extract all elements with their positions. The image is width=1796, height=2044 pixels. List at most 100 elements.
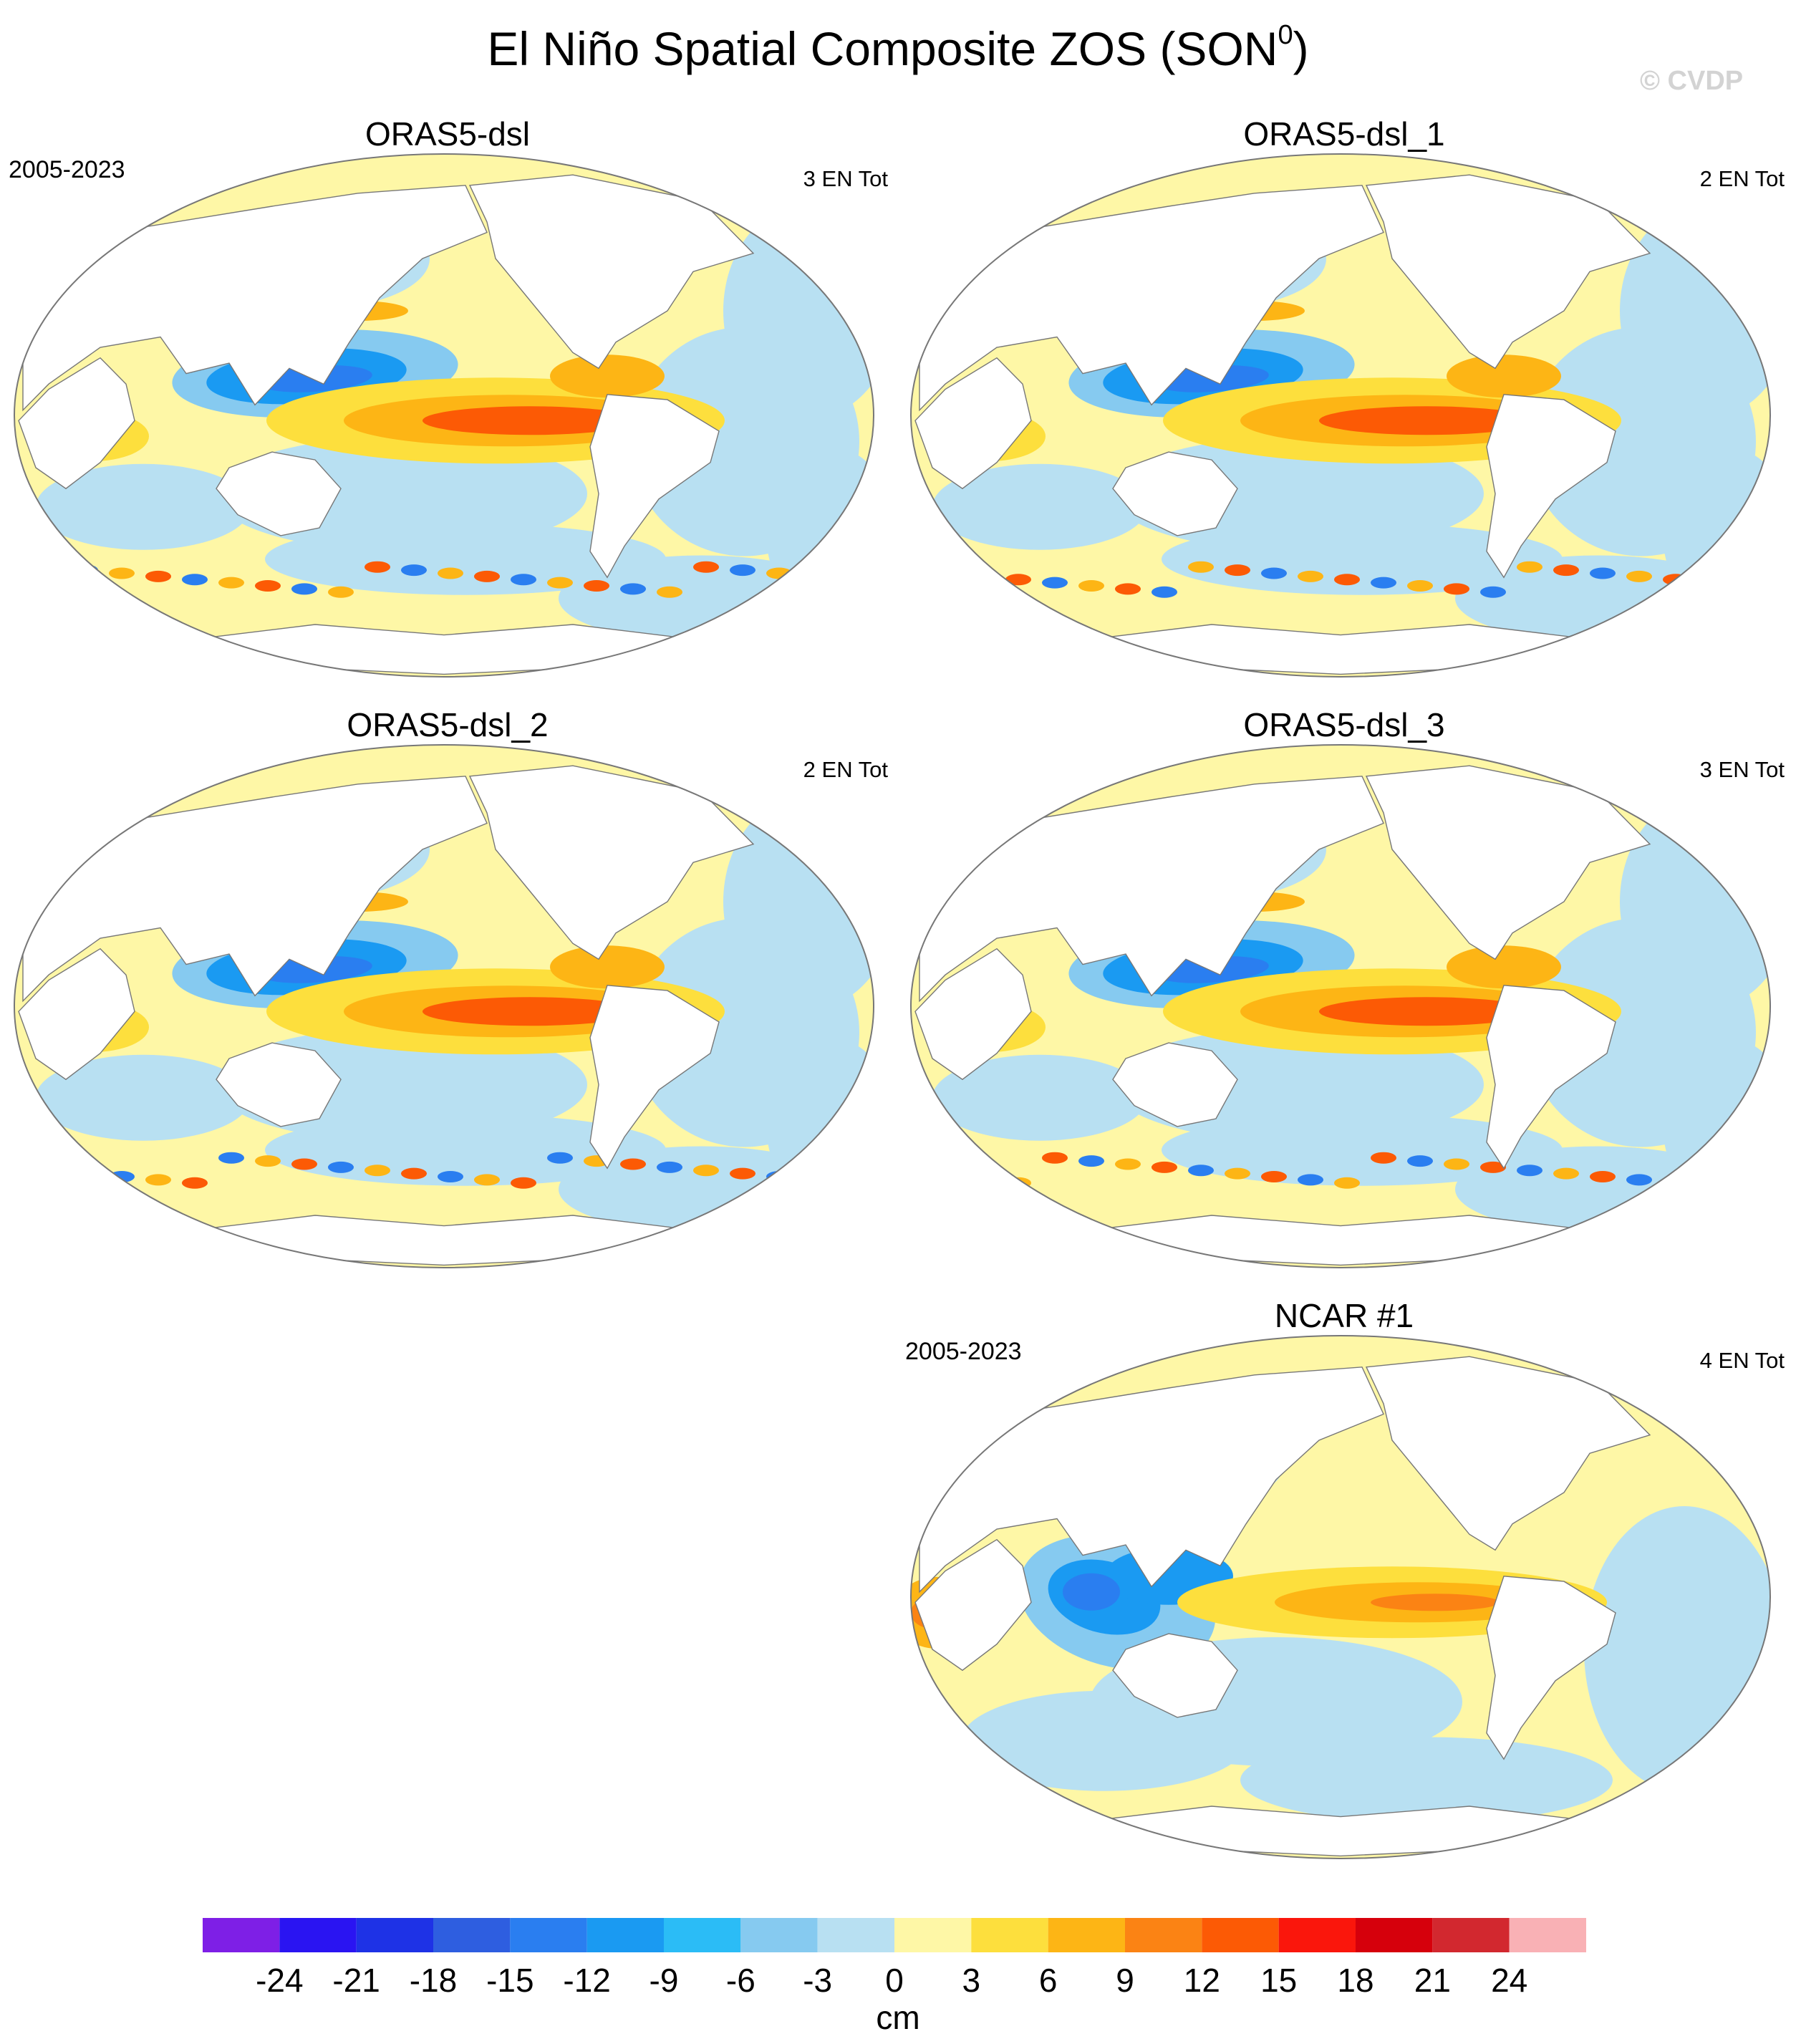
southern-ocean-eddy bbox=[328, 586, 354, 598]
colorbar-tick-label: -6 bbox=[725, 1962, 755, 1999]
southern-ocean-eddy bbox=[438, 567, 463, 579]
colorbar-swatch bbox=[1125, 1918, 1202, 1952]
southern-ocean-eddy bbox=[1152, 1161, 1177, 1173]
world-map bbox=[7, 741, 888, 1271]
negative-anomaly-area bbox=[36, 463, 251, 550]
south-america-landmass bbox=[589, 985, 720, 1170]
map-svg bbox=[14, 153, 874, 678]
panel-event-count: 3 EN Tot bbox=[1699, 757, 1785, 782]
southern-ocean-eddy bbox=[1407, 1155, 1433, 1167]
southern-ocean-eddy bbox=[36, 1165, 62, 1177]
world-map bbox=[904, 150, 1785, 680]
ocean-field bbox=[14, 154, 874, 677]
asia-europe-landmass bbox=[919, 1366, 1384, 1594]
southern-ocean-eddy bbox=[182, 1177, 208, 1189]
southern-ocean-eddy bbox=[657, 586, 682, 598]
southern-ocean-eddy bbox=[36, 561, 62, 573]
southern-ocean-eddy bbox=[932, 567, 958, 579]
southern-ocean-eddy bbox=[145, 570, 171, 582]
southern-ocean-eddy bbox=[218, 577, 244, 589]
australia-landmass bbox=[216, 1042, 342, 1127]
southern-ocean-eddy bbox=[969, 570, 995, 582]
southern-ocean-eddy bbox=[364, 1165, 390, 1177]
southern-ocean-eddy bbox=[803, 570, 829, 582]
colorbar-tick-label: 0 bbox=[885, 1962, 904, 1999]
map-panel: ORAS5-dsl_2 2 EN Tot bbox=[7, 705, 888, 1271]
negative-anomaly-area bbox=[723, 794, 874, 1009]
ocean-field bbox=[911, 745, 1770, 1268]
negative-anomaly-area bbox=[265, 1114, 666, 1186]
colorbar-swatch bbox=[1432, 1918, 1510, 1952]
indian-ocean-negative-max bbox=[1063, 1573, 1120, 1611]
southern-ocean-eddy bbox=[255, 1155, 281, 1167]
south-america-landmass bbox=[589, 394, 720, 579]
ocean-field bbox=[911, 154, 1770, 677]
colorbar-labels: -24 -21 -18 -15 -12 -9 -6 -3 0 3 6 9 12 15 18 21 24 bbox=[0, 1961, 1796, 2004]
map-panel: NCAR #1 2005-2023 4 EN Tot bbox=[904, 1296, 1785, 1862]
southern-ocean-eddy bbox=[218, 1152, 244, 1164]
southern-ocean-eddy bbox=[511, 574, 536, 586]
colorbar-tick-label: 24 bbox=[1491, 1962, 1528, 1999]
colorbar-tick-label: 3 bbox=[962, 1962, 981, 1999]
southern-ocean-eddy bbox=[1225, 564, 1250, 577]
southern-ocean-eddy bbox=[1626, 1174, 1652, 1186]
map-svg bbox=[910, 744, 1771, 1268]
australia-landmass bbox=[1112, 1042, 1238, 1127]
colorbar-unit: cm bbox=[876, 1999, 920, 2036]
coastal-positive-anomaly bbox=[1447, 945, 1561, 989]
southern-ocean-eddy bbox=[547, 1152, 573, 1164]
colorbar-swatch bbox=[510, 1918, 587, 1952]
colorbar-tick-label: 21 bbox=[1414, 1962, 1451, 1999]
southern-ocean-eddy bbox=[72, 1167, 98, 1180]
colorbar-swatch bbox=[1509, 1918, 1586, 1952]
southern-ocean-eddy bbox=[1517, 1165, 1542, 1177]
map-outline bbox=[14, 744, 874, 1268]
africa-landmass bbox=[914, 357, 1032, 490]
world-map bbox=[904, 1332, 1785, 1862]
colorbar-tick-label: 12 bbox=[1183, 1962, 1220, 1999]
figure-title: El Niño Spatial Composite ZOS (SON0) bbox=[487, 20, 1309, 75]
southern-ocean-eddy bbox=[1225, 1167, 1250, 1180]
colorbar-tick-label: 9 bbox=[1116, 1962, 1134, 1999]
southern-ocean-eddy bbox=[1444, 583, 1469, 595]
panel-event-count: 3 EN Tot bbox=[803, 166, 888, 191]
southern-ocean-eddy bbox=[1590, 567, 1616, 579]
asia-europe-landmass bbox=[919, 776, 1384, 1003]
southern-ocean-eddy bbox=[1115, 583, 1141, 595]
colorbar-swatch bbox=[586, 1918, 664, 1952]
southern-ocean-eddy bbox=[1480, 586, 1506, 598]
colorbar-tick-label: -15 bbox=[486, 1962, 534, 1999]
panel-title: ORAS5-dsl_2 bbox=[347, 706, 549, 743]
map-svg bbox=[910, 1335, 1771, 1859]
south-america-landmass bbox=[1486, 394, 1616, 579]
south-america-landmass bbox=[1486, 1576, 1616, 1760]
colorbar-tick-label: 15 bbox=[1260, 1962, 1298, 1999]
southern-ocean-eddy bbox=[547, 577, 573, 589]
asia-europe-landmass bbox=[919, 185, 1384, 412]
southern-ocean-eddy bbox=[1042, 577, 1068, 589]
southern-ocean-eddy bbox=[803, 1174, 829, 1186]
southern-ocean-eddy bbox=[1371, 1152, 1396, 1164]
colorbar-swatch bbox=[817, 1918, 894, 1952]
panel-years: 2005-2023 bbox=[905, 1338, 1022, 1365]
colorbar-swatch bbox=[279, 1918, 357, 1952]
southern-ocean-eddy bbox=[1699, 1152, 1725, 1164]
southern-ocean-eddy bbox=[620, 583, 646, 595]
panel-title: ORAS5-dsl_1 bbox=[1243, 115, 1445, 153]
coastal-positive-anomaly bbox=[550, 945, 665, 989]
equatorial-positive-max bbox=[1371, 1594, 1500, 1611]
southern-ocean-eddy bbox=[1480, 1161, 1506, 1173]
equatorial-positive-max bbox=[1319, 406, 1534, 435]
negative-anomaly-area bbox=[932, 1054, 1147, 1141]
southern-ocean-eddy bbox=[584, 579, 609, 592]
southern-ocean-eddy bbox=[1407, 579, 1433, 592]
colorbar-tick-label: -12 bbox=[563, 1962, 611, 1999]
negative-anomaly-area bbox=[265, 523, 666, 595]
colorbar-swatch bbox=[203, 1918, 280, 1952]
southern-ocean-eddy bbox=[1517, 561, 1542, 573]
south-america-landmass bbox=[1486, 985, 1616, 1170]
colorbar-swatch bbox=[740, 1918, 818, 1952]
equatorial-positive-max bbox=[423, 406, 637, 435]
africa-landmass bbox=[914, 1538, 1032, 1672]
southern-ocean-eddy bbox=[255, 579, 281, 592]
